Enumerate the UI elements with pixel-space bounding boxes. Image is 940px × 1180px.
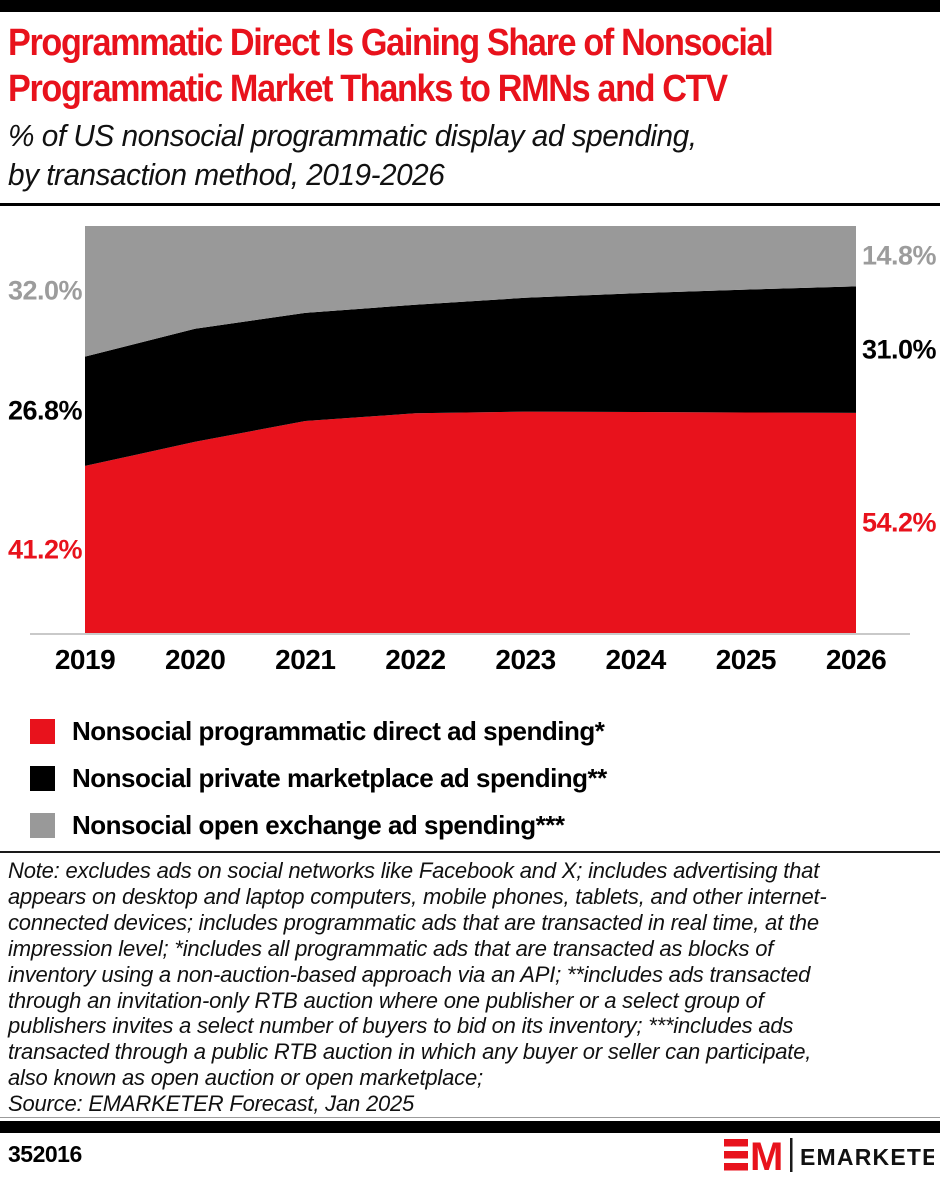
right-value-label: 54.2%: [862, 507, 937, 538]
area-nonsocial-programmatic-direct-ad-spending: [85, 411, 856, 634]
left-value-label: 41.2%: [8, 534, 83, 565]
legend-label: Nonsocial private marketplace ad spendin…: [72, 762, 607, 793]
stacked-area-svg: [85, 226, 856, 634]
legend-label: Nonsocial open exchange ad spending***: [72, 809, 565, 840]
logo-divider: [790, 1138, 793, 1172]
x-axis-label-2022: 2022: [385, 644, 446, 675]
note-line: transacted through a public RTB auction …: [8, 1039, 812, 1065]
chart-title: Programmatic Direct Is Gaining Share of …: [8, 20, 847, 112]
right-value-label: 14.8%: [862, 240, 937, 271]
note-line: appears on desktop and laptop computers,…: [8, 883, 827, 909]
note-text: Note: excludes ads on social networks li…: [8, 858, 940, 1117]
legend: Nonsocial programmatic direct ad spendin…: [30, 715, 910, 859]
note-line: inventory using a non-auction-based appr…: [8, 961, 811, 987]
x-axis-label-2023: 2023: [495, 644, 556, 675]
x-axis-label-2020: 2020: [164, 644, 226, 675]
x-axis-label-2025: 2025: [715, 644, 777, 675]
left-value-label: 26.8%: [8, 395, 83, 426]
x-axis-label-2019: 2019: [54, 644, 116, 675]
legend-item: Nonsocial programmatic direct ad spendin…: [30, 715, 910, 746]
chart-subtitle: % of US nonsocial programmatic display a…: [8, 116, 903, 194]
footer-thin-rule: [0, 1117, 940, 1118]
emarketer-logo: M EMARKETER: [724, 1135, 940, 1179]
note-line: connected devices; includes programmatic…: [8, 909, 819, 935]
logo-wordmark: EMARKETER: [800, 1144, 934, 1170]
right-value-label: 31.0%: [862, 334, 937, 365]
note-line: through an invitation-only RTB auction w…: [8, 987, 764, 1013]
note-divider: [0, 851, 940, 853]
em-monogram-icon: M: [724, 1135, 783, 1179]
legend-label: Nonsocial programmatic direct ad spendin…: [72, 715, 605, 746]
note-line: also known as open auction or open marke…: [8, 1065, 483, 1091]
legend-item: Nonsocial open exchange ad spending***: [30, 809, 910, 840]
x-axis-label-2021: 2021: [275, 644, 336, 675]
area-nonsocial-private-marketplace-ad-spending: [85, 286, 856, 466]
legend-swatch: [30, 718, 55, 744]
emarketer-logo-svg: M EMARKETER: [724, 1135, 940, 1179]
footer-black-bar: [0, 1121, 940, 1133]
note-line: Note: excludes ads on social networks li…: [8, 858, 820, 883]
legend-swatch: [30, 812, 55, 838]
note-line: Source: EMARKETER Forecast, Jan 2025: [8, 1091, 415, 1117]
x-axis-line: [30, 633, 910, 635]
x-axis-label-2026: 2026: [825, 644, 887, 675]
chart-id: 352016: [8, 1141, 82, 1167]
stacked-area-chart: [85, 226, 856, 634]
x-axis-label-2024: 2024: [605, 644, 667, 675]
title-divider: [0, 203, 940, 206]
subtitle-line: by transaction method, 2019-2026: [8, 157, 445, 192]
legend-item: Nonsocial private marketplace ad spendin…: [30, 762, 910, 793]
top-black-bar: [0, 0, 940, 12]
left-value-label: 32.0%: [8, 275, 83, 306]
svg-text:M: M: [750, 1136, 781, 1174]
note-line: impression level; *includes all programm…: [8, 935, 774, 961]
legend-swatch: [30, 765, 55, 791]
title-line: Programmatic Market Thanks to RMNs and C…: [8, 68, 728, 110]
subtitle-line: % of US nonsocial programmatic display a…: [8, 118, 697, 153]
note-line: publishers invites a select number of bu…: [8, 1013, 794, 1039]
area-nonsocial-open-exchange-ad-spending: [85, 226, 856, 357]
title-line: Programmatic Direct Is Gaining Share of …: [8, 22, 774, 64]
